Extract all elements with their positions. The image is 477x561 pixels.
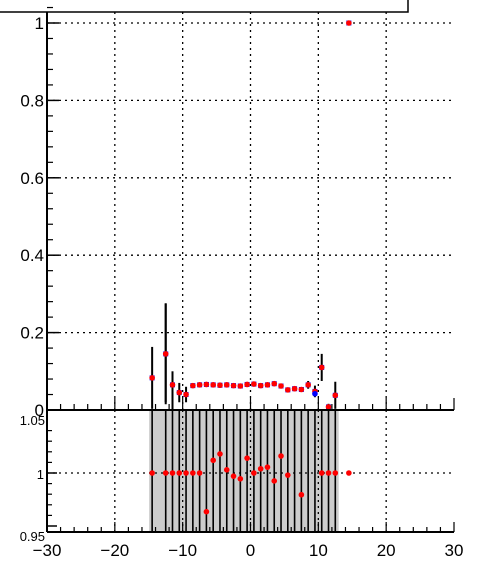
ratio-point-red (318, 470, 325, 476)
ratio-point-red (183, 470, 189, 476)
data-point-red (291, 385, 298, 392)
ratio-point-red (190, 470, 196, 476)
ratio-y-tick-label: 0.95 (20, 529, 45, 544)
data-point-red (217, 382, 223, 389)
top-grid (47, 12, 454, 410)
y-tick-label: 0.2 (20, 324, 44, 343)
x-tick-label: −10 (168, 541, 197, 560)
bottom-data-marks (149, 451, 352, 515)
top-frame-top-line (0, 0, 409, 13)
data-point-red (264, 382, 271, 388)
ratio-point-red (278, 453, 284, 459)
data-point-red (196, 382, 203, 388)
x-tick-label: 20 (377, 541, 396, 560)
ratio-point-red (162, 470, 169, 476)
ratio-point-red (210, 457, 216, 464)
data-point-red (237, 383, 244, 389)
x-tick-label: 10 (309, 541, 328, 560)
ratio-point-red (257, 465, 264, 472)
ratio-y-tick-label: 1 (37, 467, 44, 482)
data-point-red (285, 387, 291, 393)
ratio-point-red (298, 491, 305, 498)
tick-labels: 0 0.2 0.4 0.6 0.8 1 1 0.95 1.05 −30 −20 −10 0 10 20 30 (20, 14, 464, 560)
data-point-red (251, 381, 257, 387)
data-point-red (278, 383, 284, 389)
data-point-red (271, 380, 278, 387)
data-point-blue (312, 390, 318, 397)
data-point-red (149, 375, 155, 381)
y-tick-label: 0.8 (20, 91, 44, 110)
top-data-marks (149, 20, 352, 410)
y-tick-label: 1 (35, 14, 44, 33)
ratio-point-red (251, 470, 257, 476)
ratio-point-red (230, 473, 237, 479)
data-point-red (346, 20, 352, 26)
ratio-point-red (149, 470, 155, 476)
ratio-point-red (203, 508, 210, 515)
data-point-red (318, 364, 325, 371)
data-point-red (210, 382, 216, 388)
bottom-grid (47, 410, 454, 532)
ratio-point-red (346, 470, 352, 476)
data-point-red (325, 404, 332, 410)
y-tick-label: 0.4 (20, 246, 44, 265)
x-tick-label: 30 (445, 541, 464, 560)
x-tick-label: −30 (33, 541, 62, 560)
data-point-red (162, 351, 169, 357)
ratio-point-red (196, 470, 203, 476)
data-point-red (332, 392, 339, 399)
ratio-point-red (223, 467, 230, 473)
ratio-point-red (264, 464, 271, 470)
data-point-red (169, 382, 176, 388)
data-point-red (190, 382, 196, 389)
y-tick-label: 0.6 (20, 169, 44, 188)
data-point-red (305, 382, 311, 388)
ratio-point-red (176, 470, 183, 476)
x-tick-label: −20 (100, 541, 129, 560)
data-point-red (257, 382, 264, 389)
ratio-point-red (237, 476, 244, 482)
ratio-y-tick-label: 1.05 (20, 413, 45, 428)
x-tick-label: 0 (246, 541, 255, 560)
y-tick-label: 0 (35, 401, 44, 420)
ratio-point-red (285, 472, 291, 478)
data-point-red (223, 382, 230, 388)
ratio-point-red (169, 470, 176, 476)
axes (46, 6, 455, 533)
data-point-red (298, 386, 305, 393)
ratio-point-red (217, 451, 223, 457)
ratio-point-red (271, 478, 278, 484)
ratio-point-red (332, 470, 339, 476)
data-point-red (203, 381, 210, 388)
data-point-red (176, 389, 183, 396)
ratio-point-red (244, 455, 250, 461)
data-point-red (244, 381, 250, 388)
data-point-red (230, 382, 237, 389)
data-point-red (183, 391, 189, 398)
ratio-point-red (325, 470, 332, 476)
